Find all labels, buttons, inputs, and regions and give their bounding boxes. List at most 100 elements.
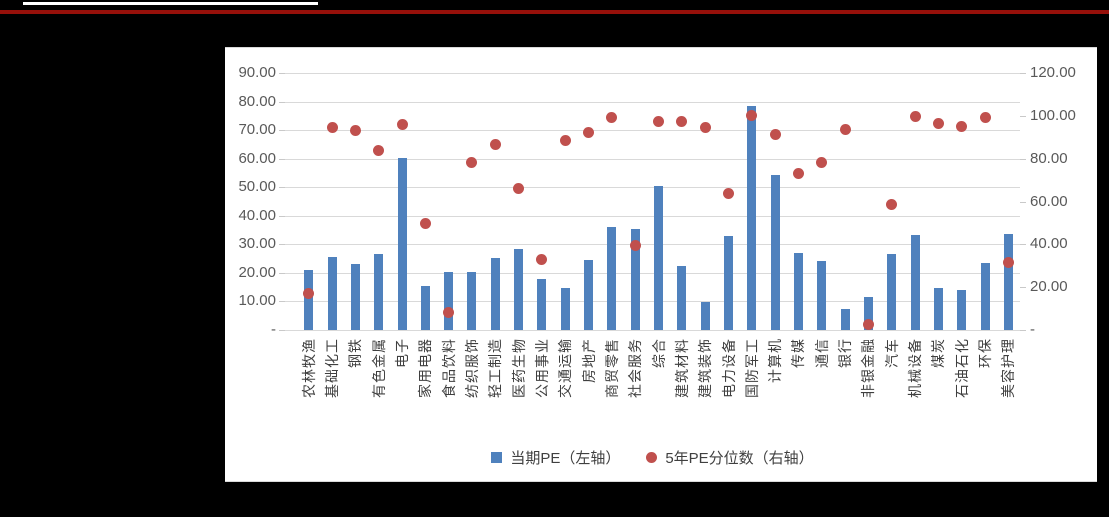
document-panel: 农林牧渔 基础化工 钢铁 有色金属 电子 家用电器 食品饮料 纺织服饰 轻工制造 医药生物 公用事业… (225, 47, 1097, 482)
dot-pe-percentile (606, 112, 618, 123)
x-axis-label-text: 商贸零售 (603, 338, 620, 398)
dot-pe-percentile (676, 116, 688, 128)
legend-label: 当期PE（左轴） (510, 449, 621, 467)
dot-pe-percentile (326, 121, 338, 133)
circle-icon (646, 451, 658, 463)
gridline (285, 215, 1020, 217)
bar-current-pe (444, 271, 454, 330)
bar-current-pe (770, 174, 780, 330)
bar-current-pe (677, 266, 687, 330)
dot-pe-percentile (746, 109, 758, 121)
gridline (285, 244, 1020, 246)
x-axis-label-text: 公用事业 (533, 338, 550, 398)
bar-current-pe (537, 279, 547, 330)
header-rule (0, 10, 1109, 14)
dot-pe-percentile (769, 129, 781, 141)
x-axis-label-text: 钢铁 (347, 338, 364, 368)
right-axis-tick (1020, 201, 1026, 203)
y-axis-right-tick-label: 100.00 (1030, 106, 1076, 124)
square-icon (491, 451, 503, 463)
dot-pe-percentile (443, 307, 455, 319)
x-axis-label-text: 纺织服饰 (463, 338, 480, 398)
y-axis-right-tick-label: - (1030, 321, 1035, 338)
y-axis-right-tick-label: 60.00 (1030, 192, 1068, 210)
dot-pe-percentile (862, 319, 874, 331)
left-axis-tick (279, 187, 285, 189)
dot-pe-percentile (932, 117, 944, 129)
x-axis-label-text: 综合 (650, 338, 667, 368)
dot-pe-percentile (513, 182, 525, 194)
dot-pe-percentile (723, 187, 734, 199)
gridline (285, 158, 1020, 160)
x-axis-label-text: 基础化工 (324, 338, 340, 398)
bar-current-pe (374, 253, 384, 330)
top-rule-segment (23, 2, 318, 5)
x-axis-label-text: 社会服务 (627, 338, 644, 398)
y-axis-right-tick-label: 80.00 (1030, 149, 1068, 167)
x-axis-label-text: 家用电器 (417, 338, 434, 398)
dot-pe-percentile (792, 167, 804, 179)
pe-combo-chart: 农林牧渔 基础化工 钢铁 有色金属 电子 家用电器 食品饮料 纺织服饰 轻工制造 医药生物 公用事业… (230, 50, 1075, 477)
legend-item: 当期PE（左轴） (491, 447, 620, 468)
plot-area (279, 73, 1026, 331)
x-axis-label-text: 轻工制造 (487, 338, 504, 398)
gridline (285, 330, 1020, 331)
gridline (285, 101, 1020, 103)
y-axis-left-tick-label: 40.00 (238, 206, 276, 224)
bar-current-pe (327, 256, 337, 330)
dot-pe-percentile (839, 123, 851, 135)
left-axis-tick (279, 215, 285, 217)
x-axis-label-text: 环保 (977, 338, 993, 368)
bar-current-pe (957, 290, 967, 330)
dot-pe-percentile (396, 118, 408, 130)
x-axis-label-text: 美容护理 (1000, 338, 1017, 398)
x-axis-label-text: 汽车 (883, 338, 900, 368)
dot-pe-percentile (489, 138, 501, 150)
gridline (285, 187, 1020, 189)
bar-current-pe (747, 105, 757, 330)
bar-current-pe (700, 301, 710, 330)
right-axis-tick (1020, 158, 1026, 160)
x-axis-label-text: 计算机 (767, 338, 784, 383)
left-axis-tick (279, 158, 285, 160)
x-axis-label-text: 机械设备 (907, 338, 923, 398)
right-axis-tick (1020, 244, 1026, 246)
dot-pe-percentile (303, 288, 315, 300)
y-axis-left-tick-label: 20.00 (238, 263, 276, 281)
bar-current-pe (584, 260, 593, 330)
right-axis-tick (1020, 287, 1026, 289)
y-axis-left-tick-label: 80.00 (238, 92, 276, 110)
bar-current-pe (420, 286, 430, 330)
x-axis-label-text: 电子 (394, 338, 410, 368)
bar-current-pe (607, 226, 617, 330)
x-axis-label-text: 农林牧渔 (300, 338, 317, 398)
dot-pe-percentile (909, 111, 921, 122)
bar-current-pe (793, 252, 803, 330)
left-axis-tick (279, 101, 285, 103)
dot-pe-percentile (373, 145, 385, 157)
x-axis-labels: 农林牧渔 基础化工 钢铁 有色金属 电子 家用电器 食品饮料 纺织服饰 轻工制造 医药生物 公用事业… (285, 338, 1020, 448)
bar-current-pe (817, 261, 827, 330)
right-axis-tick (1020, 73, 1026, 74)
y-axis-left-tick-label: - (271, 321, 276, 338)
dot-pe-percentile (466, 157, 478, 168)
y-axis-right-tick-label: 20.00 (1030, 278, 1068, 296)
bar-current-pe (933, 287, 943, 330)
y-axis-left-tick-label: 70.00 (238, 121, 276, 139)
bar-current-pe (350, 264, 360, 330)
gridline (285, 301, 1020, 303)
bar-current-pe (514, 248, 524, 330)
x-axis-label-text: 非银金融 (860, 338, 877, 398)
dot-pe-percentile (816, 157, 828, 168)
bar-current-pe (887, 254, 897, 330)
bar-current-pe (630, 228, 640, 330)
x-axis-label-text: 电力设备 (720, 338, 737, 398)
x-axis-label-text: 银行 (837, 338, 854, 368)
legend-item: 5年PE分位数（右轴） (646, 447, 814, 468)
legend-label: 5年PE分位数（右轴） (665, 449, 814, 467)
y-axis-right-tick-label: 120.00 (1030, 64, 1076, 81)
x-axis-label-text: 交通运输 (557, 338, 574, 398)
x-axis-label-text: 传媒 (790, 338, 807, 368)
x-axis-label-text: 国防军工 (743, 338, 760, 398)
x-axis-label-text: 煤炭 (930, 338, 947, 368)
